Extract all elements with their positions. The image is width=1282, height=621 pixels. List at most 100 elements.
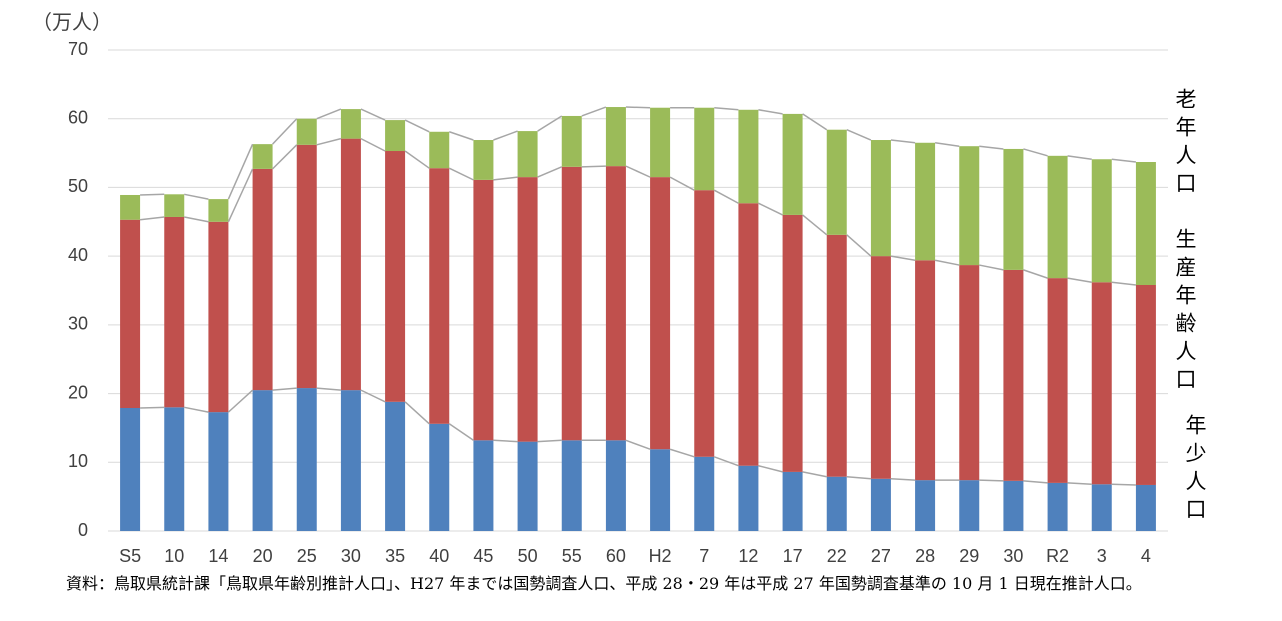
y-tick-label: 20: [68, 382, 88, 402]
bar-segment: [1091, 159, 1112, 283]
x-tick-label: 27: [871, 546, 891, 566]
bar-segment: [561, 440, 582, 531]
bar-segment: [782, 471, 803, 531]
x-tick-label: 40: [429, 546, 449, 566]
bar-segment: [959, 146, 980, 266]
bar-segment: [1135, 162, 1156, 286]
series-line: [758, 464, 783, 473]
bar-segment: [870, 140, 891, 257]
bar-segment: [120, 219, 141, 409]
series-line: [758, 202, 783, 216]
series-line: [537, 115, 563, 132]
series-line: [316, 387, 341, 391]
bar-segment: [120, 194, 141, 220]
bar-segment: [1047, 155, 1068, 279]
bar-segment: [650, 177, 671, 450]
bar-segment: [385, 120, 406, 152]
bar-segment: [738, 465, 759, 531]
series-line: [316, 137, 342, 146]
bar-segment: [694, 456, 715, 531]
x-tick-label: S5: [119, 546, 141, 566]
bar-segment: [340, 109, 361, 139]
x-tick-label: 28: [915, 546, 935, 566]
series-line: [404, 119, 430, 133]
bar-segment: [915, 142, 936, 261]
series-line: [758, 109, 783, 115]
bar-segment: [517, 177, 538, 442]
y-tick-label: 30: [68, 314, 88, 334]
x-tick-label: H2: [649, 546, 672, 566]
series-line: [272, 387, 297, 391]
series-line: [1023, 148, 1048, 157]
x-tick-label: 20: [253, 546, 273, 566]
series-line: [1023, 480, 1048, 484]
series-line: [272, 118, 298, 145]
series-line: [581, 106, 607, 117]
series-line: [934, 259, 960, 266]
series-line: [802, 214, 828, 236]
bar-segment: [296, 388, 317, 531]
bar-segment: [605, 166, 626, 441]
series-line: [1067, 277, 1092, 283]
series-line: [140, 193, 165, 196]
x-tick-label: 60: [606, 546, 626, 566]
series-line: [448, 167, 474, 181]
series-line: [625, 439, 651, 450]
series-line: [1111, 158, 1137, 163]
series-line: [979, 264, 1004, 271]
x-tick-label: 29: [959, 546, 979, 566]
series-line: [272, 144, 298, 170]
x-tick-label: 25: [297, 546, 317, 566]
bar-segment: [208, 221, 229, 413]
series-line: [669, 176, 695, 191]
bar-segment: [959, 480, 980, 531]
bar-segment: [650, 449, 671, 531]
bar-segment: [1003, 269, 1024, 481]
bar-segment: [694, 107, 715, 191]
bar-segment: [915, 260, 936, 481]
bar-segment: [517, 131, 538, 178]
bar-segment: [605, 107, 626, 167]
series-line: [625, 165, 651, 178]
x-tick-label: 17: [783, 546, 803, 566]
legend-entry: 生産年齢人口: [1173, 228, 1197, 396]
series-line: [1111, 483, 1136, 486]
bar-segment: [252, 168, 273, 391]
x-tick-label: 4: [1141, 546, 1151, 566]
bar-segment: [738, 203, 759, 466]
series-line: [404, 401, 430, 425]
bar-segment: [561, 166, 582, 441]
series-line: [890, 255, 916, 262]
x-tick-label: 35: [385, 546, 405, 566]
x-tick-label: 10: [164, 546, 184, 566]
series-line: [493, 130, 518, 141]
series-line: [184, 406, 209, 413]
series-line: [934, 142, 960, 147]
series-line: [1067, 155, 1092, 160]
series-line: [890, 139, 916, 144]
bar-segment: [650, 107, 671, 178]
y-tick-label: 70: [68, 39, 88, 59]
series-line: [669, 448, 695, 458]
y-tick-label: 10: [68, 451, 88, 471]
bar-segment: [120, 408, 141, 531]
series-line: [448, 423, 474, 441]
series-line: [713, 456, 739, 467]
bar-segment: [605, 440, 626, 531]
bar-segment: [164, 194, 185, 217]
y-tick-label: 40: [68, 245, 88, 265]
bar-segment: [561, 115, 582, 167]
series-line: [1111, 281, 1137, 286]
bar-segment: [473, 179, 494, 441]
bar-segment: [1091, 484, 1112, 531]
bar-segment: [694, 190, 715, 457]
bar-segment: [340, 138, 361, 391]
series-line: [846, 129, 872, 141]
bar-segment: [1047, 482, 1068, 531]
y-tick-label: 50: [68, 176, 88, 196]
series-line: [625, 106, 651, 109]
y-tick-label: 0: [78, 520, 88, 540]
series-line: [581, 165, 606, 168]
